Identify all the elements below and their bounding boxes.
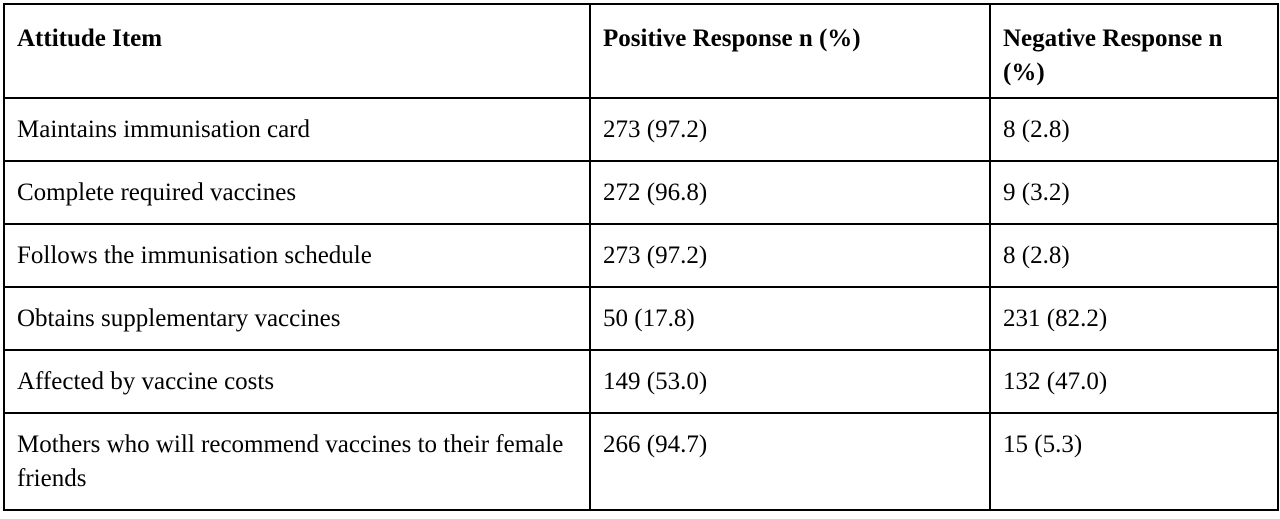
table-row: Affected by vaccine costs 149 (53.0) 132… bbox=[3, 349, 1279, 414]
attitude-item-cell: Maintains immunisation card bbox=[3, 97, 591, 162]
attitude-item-cell: Affected by vaccine costs bbox=[3, 349, 591, 414]
positive-response-cell: 50 (17.8) bbox=[589, 286, 991, 351]
header-attitude-item: Attitude Item bbox=[3, 3, 591, 99]
table-row: Obtains supplementary vaccines 50 (17.8)… bbox=[3, 286, 1279, 351]
attitude-item-cell: Follows the immunisation schedule bbox=[3, 223, 591, 288]
negative-response-cell: 8 (2.8) bbox=[989, 97, 1279, 162]
negative-response-cell: 132 (47.0) bbox=[989, 349, 1279, 414]
header-row: Attitude Item Positive Response n (%) Ne… bbox=[3, 3, 1279, 99]
table-row: Complete required vaccines 272 (96.8) 9 … bbox=[3, 160, 1279, 225]
attitude-item-cell: Obtains supplementary vaccines bbox=[3, 286, 591, 351]
attitude-item-cell: Complete required vaccines bbox=[3, 160, 591, 225]
table-row: Follows the immunisation schedule 273 (9… bbox=[3, 223, 1279, 288]
positive-response-cell: 149 (53.0) bbox=[589, 349, 991, 414]
negative-response-cell: 15 (5.3) bbox=[989, 412, 1279, 511]
header-positive-response: Positive Response n (%) bbox=[589, 3, 991, 99]
positive-response-cell: 266 (94.7) bbox=[589, 412, 991, 511]
attitude-table: Attitude Item Positive Response n (%) Ne… bbox=[3, 3, 1279, 511]
negative-response-cell: 231 (82.2) bbox=[989, 286, 1279, 351]
positive-response-cell: 273 (97.2) bbox=[589, 223, 991, 288]
positive-response-cell: 272 (96.8) bbox=[589, 160, 991, 225]
negative-response-cell: 8 (2.8) bbox=[989, 223, 1279, 288]
header-negative-response: Negative Response n (%) bbox=[989, 3, 1279, 99]
table-row: Mothers who will recommend vaccines to t… bbox=[3, 412, 1279, 511]
negative-response-cell: 9 (3.2) bbox=[989, 160, 1279, 225]
table-row: Maintains immunisation card 273 (97.2) 8… bbox=[3, 97, 1279, 162]
positive-response-cell: 273 (97.2) bbox=[589, 97, 991, 162]
attitude-item-cell: Mothers who will recommend vaccines to t… bbox=[3, 412, 591, 511]
